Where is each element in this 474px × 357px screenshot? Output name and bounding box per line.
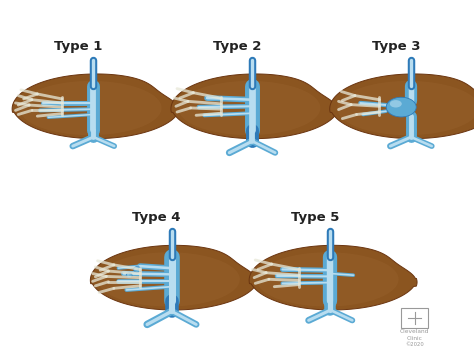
Polygon shape	[249, 245, 417, 310]
Polygon shape	[12, 74, 180, 139]
Ellipse shape	[386, 97, 416, 117]
Text: Type 3: Type 3	[372, 40, 420, 53]
Circle shape	[127, 273, 129, 276]
Text: Type 5: Type 5	[291, 211, 339, 224]
Polygon shape	[257, 252, 399, 306]
Text: Type 2: Type 2	[213, 40, 261, 53]
Text: Type 1: Type 1	[54, 40, 102, 53]
Bar	[401, 308, 428, 328]
Circle shape	[135, 267, 138, 270]
Circle shape	[134, 267, 141, 272]
Circle shape	[126, 273, 132, 277]
Polygon shape	[171, 74, 339, 139]
Polygon shape	[98, 252, 240, 306]
Polygon shape	[337, 81, 474, 135]
Polygon shape	[179, 81, 320, 135]
Polygon shape	[91, 245, 258, 310]
Polygon shape	[330, 74, 474, 139]
Text: Cleveland: Cleveland	[400, 329, 429, 334]
Polygon shape	[20, 81, 162, 135]
Ellipse shape	[390, 100, 402, 107]
Text: ©2020: ©2020	[405, 342, 424, 347]
Text: Clinic: Clinic	[407, 336, 423, 341]
Text: Type 4: Type 4	[132, 211, 181, 224]
